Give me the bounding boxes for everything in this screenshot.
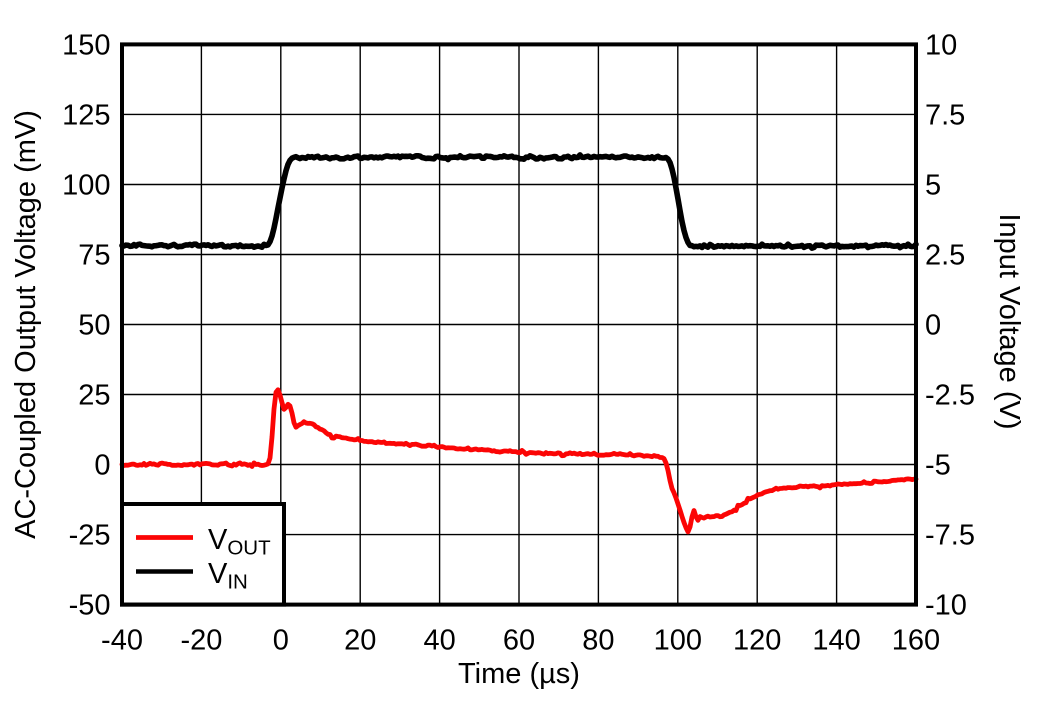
svg-text:2.5: 2.5 <box>925 240 965 272</box>
svg-text:0: 0 <box>925 310 941 342</box>
svg-text:-40: -40 <box>101 625 143 657</box>
svg-text:Input Voltage (V): Input Voltage (V) <box>993 213 1025 429</box>
svg-text:100: 100 <box>654 625 702 657</box>
svg-text:0: 0 <box>94 450 110 482</box>
svg-text:50: 50 <box>78 310 110 342</box>
svg-text:160: 160 <box>892 625 940 657</box>
svg-text:20: 20 <box>344 625 376 657</box>
svg-text:150: 150 <box>62 30 110 62</box>
svg-text:-50: -50 <box>69 590 111 622</box>
svg-text:120: 120 <box>733 625 781 657</box>
svg-text:Time (µs): Time (µs) <box>458 658 580 690</box>
svg-text:40: 40 <box>423 625 455 657</box>
svg-text:-5: -5 <box>925 450 951 482</box>
svg-text:-10: -10 <box>925 590 967 622</box>
svg-text:75: 75 <box>78 240 110 272</box>
svg-text:125: 125 <box>62 100 110 132</box>
svg-text:-2.5: -2.5 <box>925 380 975 412</box>
svg-text:5: 5 <box>925 170 941 202</box>
svg-text:60: 60 <box>503 625 535 657</box>
svg-text:7.5: 7.5 <box>925 100 965 132</box>
svg-text:-20: -20 <box>180 625 222 657</box>
svg-text:100: 100 <box>62 170 110 202</box>
svg-text:-25: -25 <box>69 520 111 552</box>
svg-text:80: 80 <box>582 625 614 657</box>
svg-text:25: 25 <box>78 380 110 412</box>
svg-text:140: 140 <box>812 625 860 657</box>
svg-text:10: 10 <box>925 30 957 62</box>
svg-text:AC-Coupled Output Voltage (mV): AC-Coupled Output Voltage (mV) <box>10 110 42 539</box>
svg-text:-7.5: -7.5 <box>925 520 975 552</box>
svg-text:0: 0 <box>273 625 289 657</box>
